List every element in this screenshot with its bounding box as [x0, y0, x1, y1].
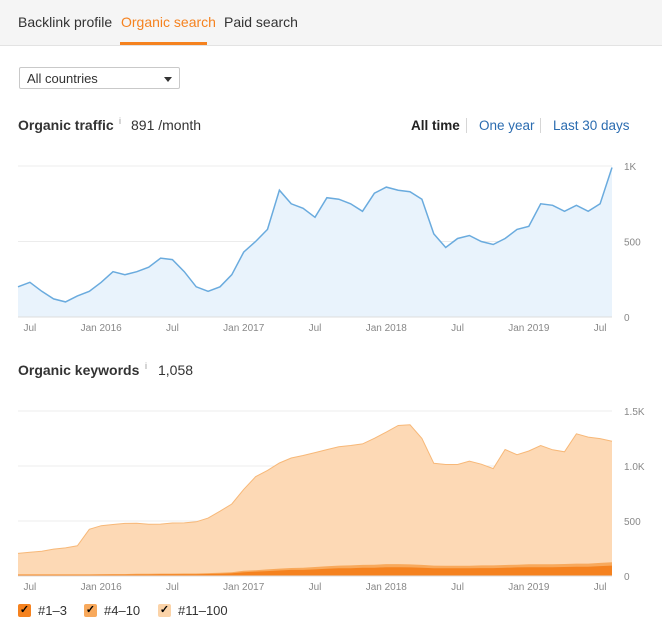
- x-tick-label: Jul: [451, 582, 464, 593]
- series-area: [18, 565, 612, 576]
- organic-keywords-title: Organic keywords: [18, 362, 140, 378]
- x-tick-label: Jan 2017: [223, 323, 265, 334]
- checkbox-icon[interactable]: ✓: [18, 604, 31, 617]
- range-separator: [466, 118, 467, 133]
- legend-label: #4–10: [104, 603, 141, 618]
- organic-keywords-chart: 0 500 1.0K 1.5K Jul Jan 2016 Jul Jan 2017 Jul Jan…: [17, 407, 645, 593]
- checkbox-icon[interactable]: ✓: [84, 604, 97, 617]
- x-tick-label: Jan 2018: [366, 323, 408, 334]
- x-tick-label: Jul: [23, 323, 36, 334]
- y-tick-label: 500: [624, 238, 641, 249]
- x-tick-label: Jul: [166, 323, 179, 334]
- x-tick-label: Jan 2019: [508, 323, 550, 334]
- x-tick-label: Jul: [594, 582, 607, 593]
- organic-traffic-value: 891 /month: [131, 117, 202, 133]
- range-last-30-days[interactable]: Last 30 days: [553, 118, 630, 133]
- x-tick-label: Jan 2017: [223, 582, 265, 593]
- x-tick-label: Jan 2019: [508, 582, 550, 593]
- x-tick-label: Jul: [309, 582, 322, 593]
- country-select-value: All countries: [27, 71, 98, 86]
- country-select[interactable]: All countries: [19, 67, 180, 89]
- x-tick-label: Jul: [451, 323, 464, 334]
- checkbox-icon[interactable]: ✓: [158, 604, 171, 617]
- active-tab-indicator: [120, 42, 207, 45]
- tab-organic-search[interactable]: Organic search: [121, 14, 216, 30]
- series-area: [18, 424, 612, 576]
- info-icon[interactable]: i: [145, 361, 147, 371]
- x-tick-label: Jul: [166, 582, 179, 593]
- range-one-year[interactable]: One year: [479, 118, 535, 133]
- range-separator: [540, 118, 541, 133]
- tab-backlink-profile[interactable]: Backlink profile: [18, 14, 113, 30]
- organic-keywords-value: 1,058: [158, 362, 194, 378]
- range-all-time[interactable]: All time: [411, 118, 460, 133]
- series-line: [17, 424, 613, 554]
- info-icon[interactable]: i: [119, 116, 121, 126]
- y-tick-label: 0: [624, 313, 630, 324]
- legend-label: #1–3: [38, 603, 67, 618]
- series-line: [17, 167, 613, 303]
- y-tick-label: 1.5K: [624, 407, 645, 418]
- x-tick-label: Jan 2016: [81, 323, 123, 334]
- x-tick-label: Jul: [309, 323, 322, 334]
- y-tick-label: 1.0K: [624, 462, 645, 473]
- y-tick-label: 0: [624, 572, 630, 583]
- y-tick-label: 1K: [624, 162, 637, 173]
- x-tick-label: Jan 2016: [81, 582, 123, 593]
- legend-label: #11–100: [178, 603, 228, 618]
- x-tick-label: Jul: [594, 323, 607, 334]
- series-area: [18, 167, 612, 317]
- caret-down-icon: [164, 77, 172, 82]
- organic-traffic-chart: 0 500 1K Jul Jan 2016 Jul Jan 2017 Jul Jan 2018 J…: [17, 162, 641, 334]
- organic-traffic-title: Organic traffic: [18, 117, 114, 133]
- chart-legend: ✓ #1–3 ✓ #4–10 ✓ #11–100: [18, 603, 318, 621]
- x-tick-label: Jul: [23, 582, 36, 593]
- tab-bar: Backlink profile Organic search Paid sea…: [0, 0, 662, 46]
- y-tick-label: 500: [624, 517, 641, 528]
- tab-paid-search[interactable]: Paid search: [224, 14, 298, 30]
- x-tick-label: Jan 2018: [366, 582, 408, 593]
